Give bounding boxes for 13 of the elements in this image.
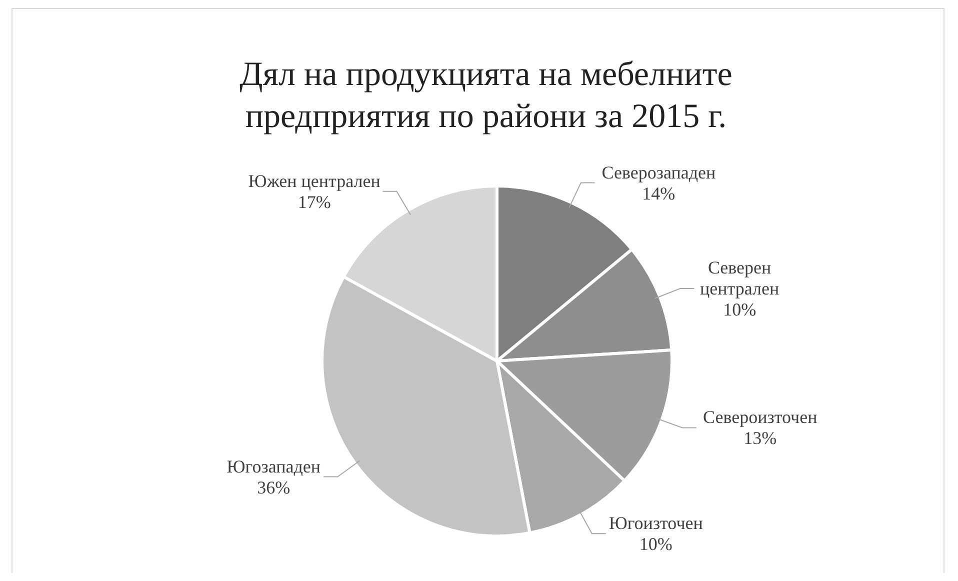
slice-label: Югозападен	[226, 456, 321, 476]
data-label: 17%	[298, 192, 331, 212]
data-label: 36%	[257, 477, 290, 498]
data-label: 13%	[744, 428, 777, 448]
slice-label: Югоизточен	[608, 513, 704, 534]
slice-label: Южен централен	[248, 170, 381, 191]
data-label: 10%	[639, 534, 672, 554]
data-label: 10%	[723, 299, 756, 320]
slice-label: Северозападен	[602, 162, 716, 182]
slice-label: Северен централен	[700, 257, 780, 298]
chart-title: Дял на продукцията на мебелните предприятия по райони за 2015 г.	[240, 56, 732, 135]
data-label: 14%	[642, 183, 676, 204]
slice-label: Североизточен	[703, 407, 818, 428]
